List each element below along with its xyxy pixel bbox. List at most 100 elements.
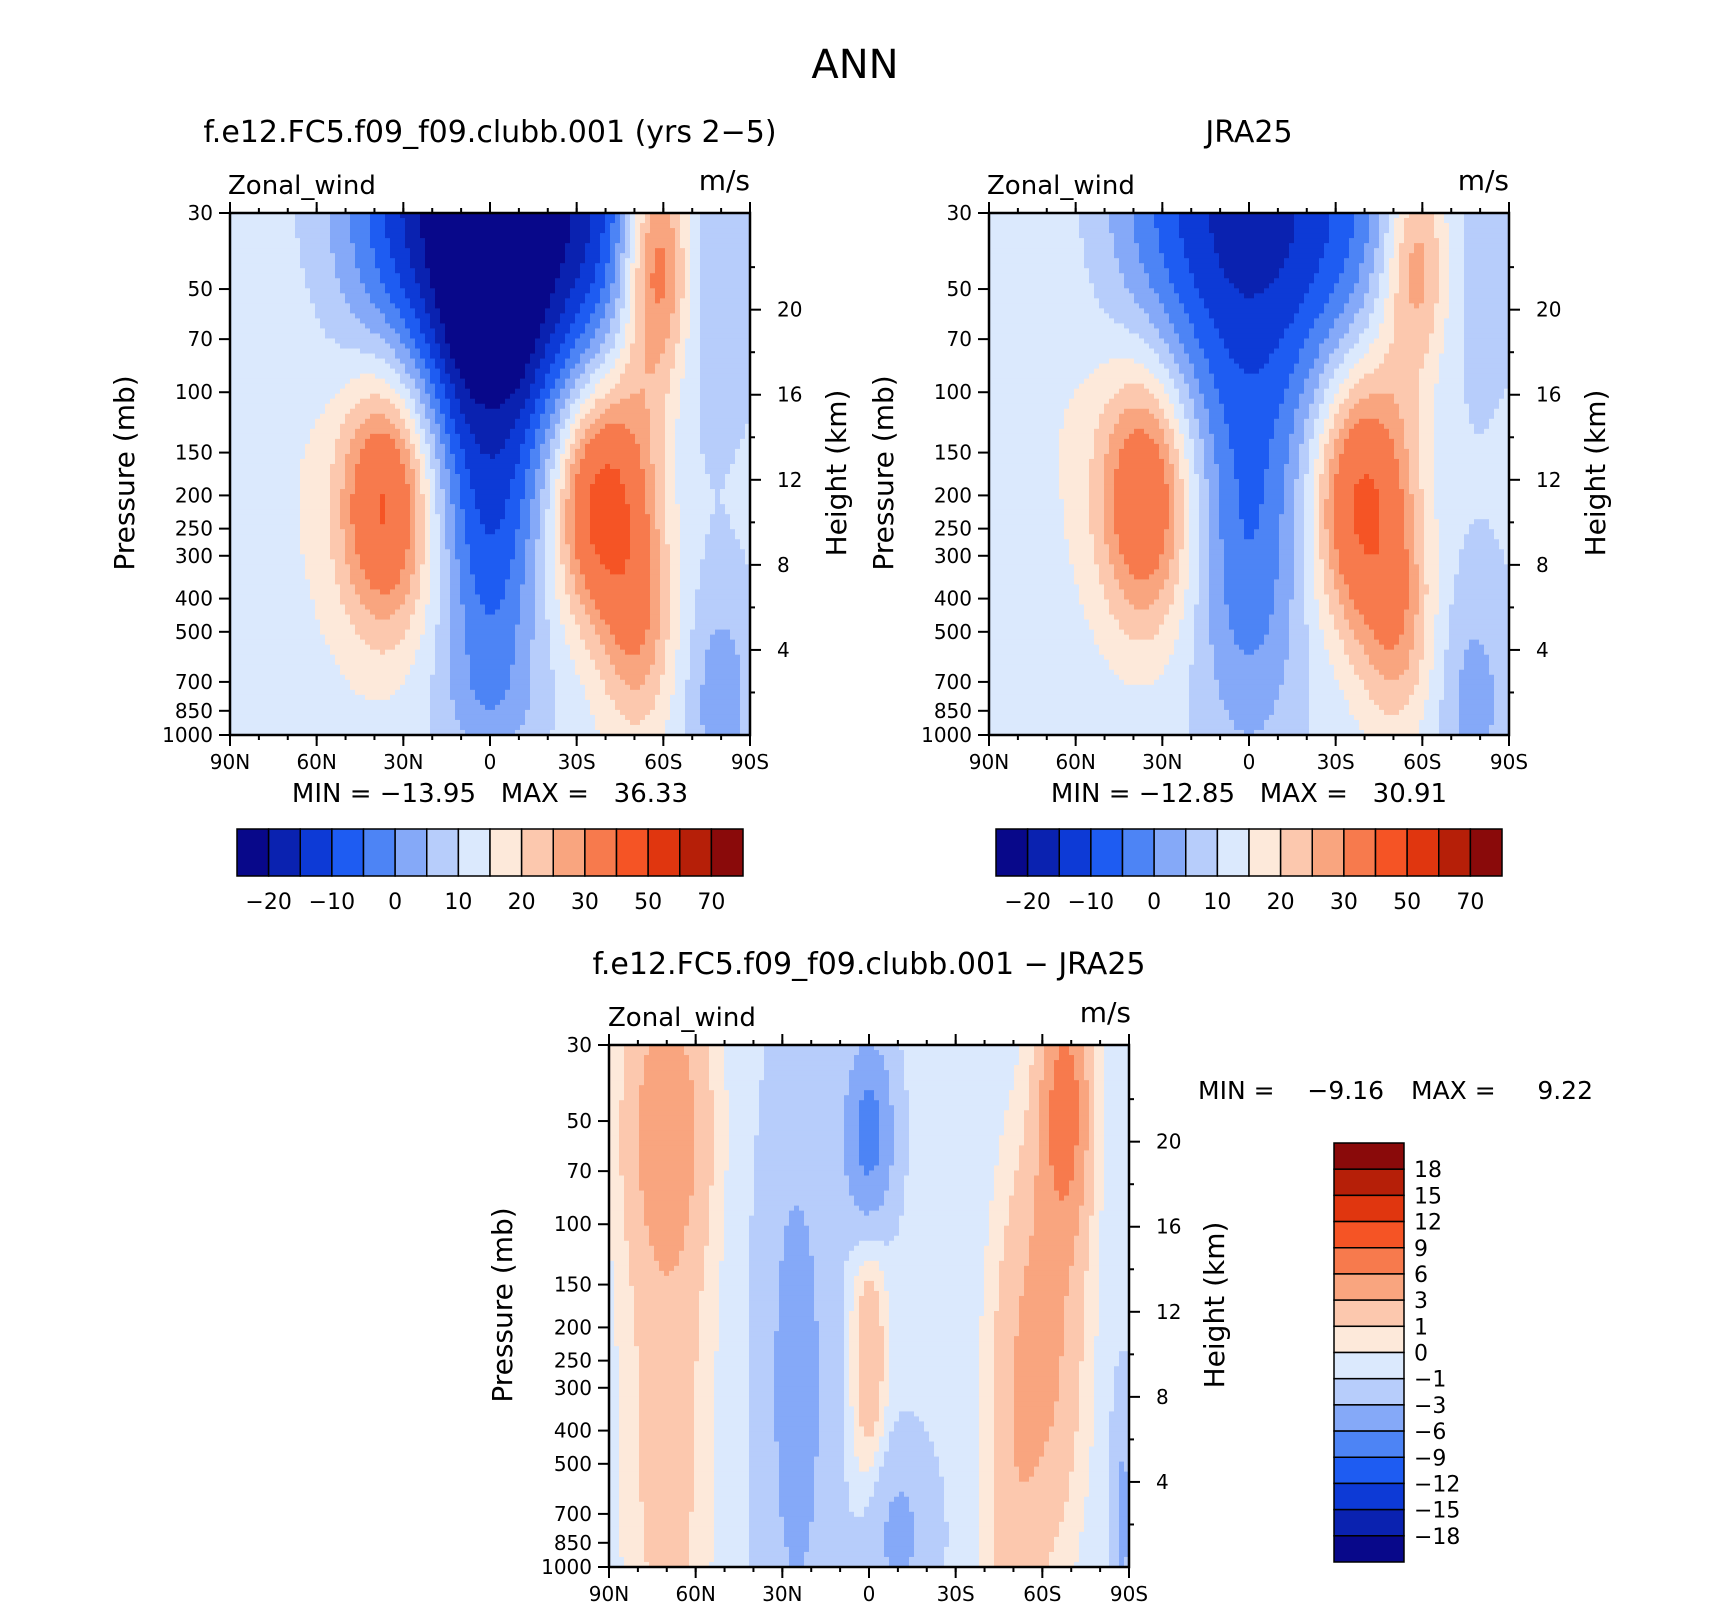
contour-cell <box>235 704 241 711</box>
contour-cell <box>415 458 421 465</box>
contour-cell <box>245 664 251 671</box>
contour-cell <box>235 724 241 731</box>
contour-cell <box>320 504 326 510</box>
contour-cell <box>350 669 356 676</box>
contour-cell <box>235 609 241 616</box>
contour-cell <box>280 729 286 736</box>
contour-cell <box>430 453 436 460</box>
contour-cell <box>260 564 266 570</box>
contour-cell <box>295 293 301 299</box>
contour-cell <box>315 514 321 520</box>
contour-cell <box>355 383 361 390</box>
contour-cell <box>325 288 331 294</box>
contour-cell <box>365 724 371 731</box>
contour-cell <box>440 479 446 485</box>
contour-cell <box>325 368 331 375</box>
contour-cell <box>410 699 416 706</box>
contour-cell <box>365 694 371 701</box>
contour-cell <box>340 484 346 490</box>
contour-cell <box>370 644 376 651</box>
contour-cell <box>265 353 271 360</box>
contour-cell <box>455 524 461 530</box>
contour-cell <box>335 453 341 460</box>
contour-cell <box>400 293 406 299</box>
contour-cell <box>340 403 346 410</box>
contour-cell <box>290 343 296 350</box>
contour-cell <box>425 303 431 309</box>
contour-cell <box>410 368 416 375</box>
contour-cell <box>335 418 341 425</box>
contour-cell <box>240 539 246 545</box>
contour-cell <box>440 368 446 375</box>
contour-cell <box>450 534 456 540</box>
contour-cell <box>375 674 381 681</box>
contour-cell <box>355 709 361 716</box>
contour-cell <box>285 448 291 455</box>
contour-cell <box>450 694 456 701</box>
contour-cell <box>375 719 381 726</box>
contour-cell <box>465 534 471 540</box>
contour-cell <box>240 258 246 264</box>
contour-cell <box>420 514 426 520</box>
contour-cell <box>290 288 296 294</box>
contour-cell <box>365 599 371 606</box>
contour-cell <box>440 629 446 636</box>
contour-cell <box>330 253 336 259</box>
contour-cell <box>310 328 316 335</box>
contour-cell <box>460 258 466 264</box>
contour-cell <box>415 509 421 515</box>
contour-cell <box>350 564 356 570</box>
contour-cell <box>440 443 446 450</box>
contour-cell <box>405 388 411 395</box>
contour-cell <box>360 353 366 360</box>
contour-cell <box>435 213 441 219</box>
contour-cell <box>290 689 296 696</box>
contour-cell <box>280 689 286 696</box>
contour-cell <box>425 629 431 636</box>
contour-cell <box>400 649 406 656</box>
contour-cell <box>440 268 446 274</box>
contour-cell <box>255 724 261 731</box>
contour-cell <box>365 684 371 691</box>
contour-cell <box>300 504 306 510</box>
contour-cell <box>280 609 286 616</box>
contour-cell <box>410 253 416 259</box>
contour-cell <box>330 669 336 676</box>
contour-cell <box>235 494 241 500</box>
contour-cell <box>370 298 376 304</box>
contour-cell <box>305 468 311 475</box>
contour-cell <box>340 499 346 505</box>
contour-cell <box>250 579 256 586</box>
contour-cell <box>445 479 451 485</box>
contour-cell <box>255 378 261 385</box>
contour-cell <box>445 619 451 626</box>
contour-cell <box>420 408 426 415</box>
contour-cell <box>460 529 466 535</box>
contour-cell <box>310 559 316 565</box>
contour-cell <box>320 499 326 505</box>
contour-cell <box>230 328 236 335</box>
contour-cell <box>395 524 401 530</box>
contour-cell <box>440 408 446 415</box>
contour-cell <box>385 549 391 555</box>
contour-cell <box>400 338 406 345</box>
contour-cell <box>430 238 436 244</box>
contour-cell <box>410 684 416 691</box>
contour-cell <box>390 679 396 686</box>
contour-cell <box>260 443 266 450</box>
contour-cell <box>240 438 246 445</box>
contour-cell <box>305 388 311 395</box>
contour-cell <box>250 539 256 545</box>
contour-cell <box>255 238 261 244</box>
contour-cell <box>265 388 271 395</box>
contour-cell <box>390 283 396 289</box>
contour-cell <box>365 529 371 535</box>
contour-cell <box>235 318 241 325</box>
contour-cell <box>315 679 321 686</box>
contour-cell <box>355 443 361 450</box>
contour-cell <box>330 453 336 460</box>
contour-cell <box>280 599 286 606</box>
contour-cell <box>295 233 301 239</box>
contour-cell <box>260 489 266 495</box>
contour-cell <box>310 544 316 550</box>
